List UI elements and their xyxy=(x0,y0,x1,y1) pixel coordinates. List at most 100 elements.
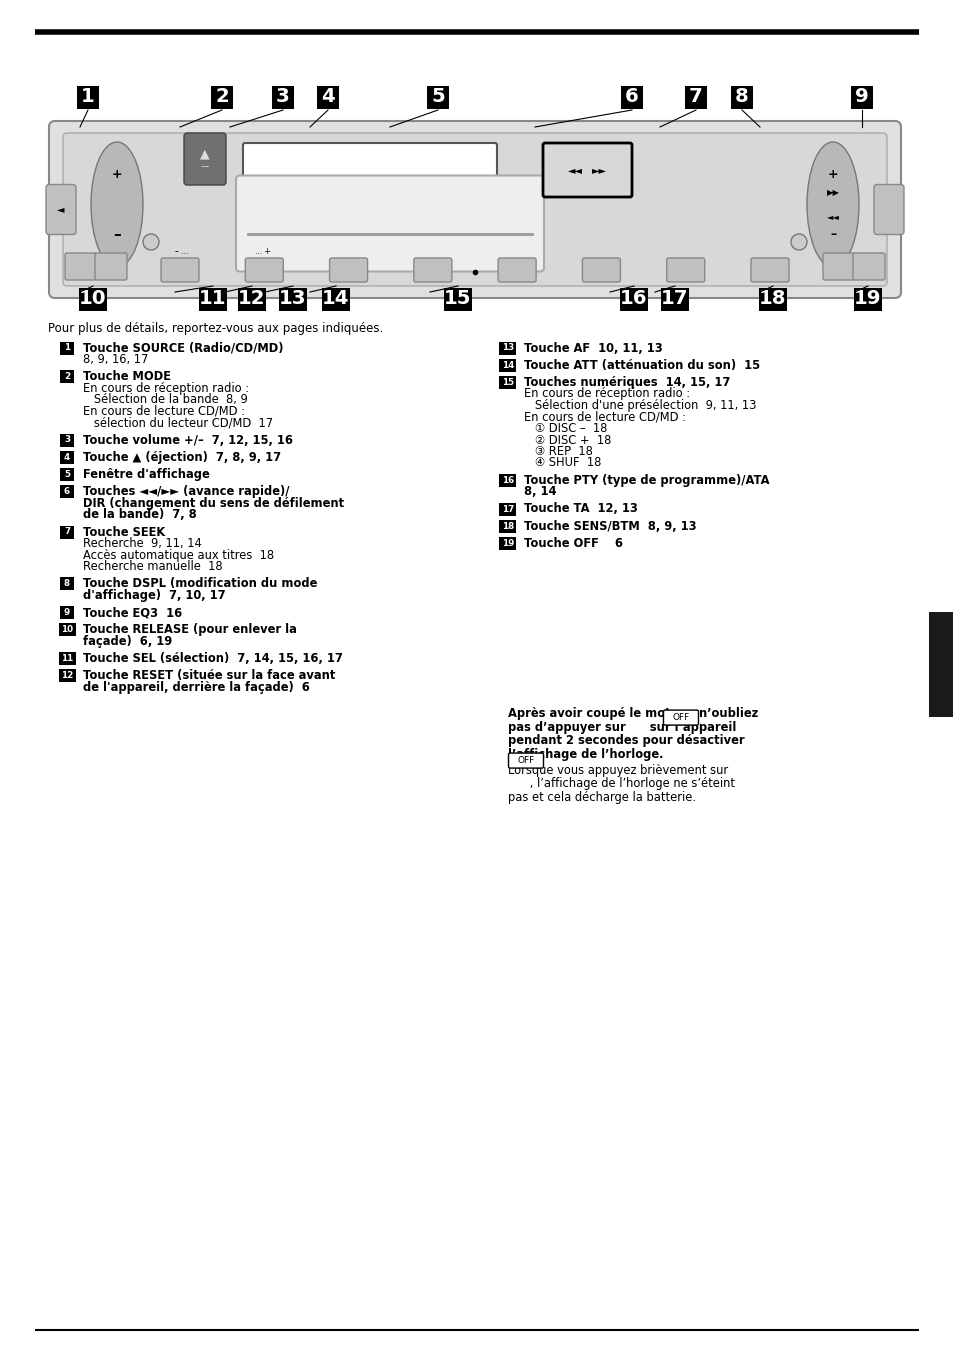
Text: Touche TA  12, 13: Touche TA 12, 13 xyxy=(523,503,638,515)
FancyBboxPatch shape xyxy=(46,184,76,234)
FancyBboxPatch shape xyxy=(58,652,75,665)
Text: ... +: ... + xyxy=(254,247,271,257)
Text: 13: 13 xyxy=(501,343,514,353)
Text: ▶▶: ▶▶ xyxy=(825,188,839,197)
FancyBboxPatch shape xyxy=(95,253,127,280)
Text: 12: 12 xyxy=(61,671,73,680)
Text: 11: 11 xyxy=(61,654,73,662)
FancyBboxPatch shape xyxy=(542,143,631,197)
Text: En cours de réception radio :: En cours de réception radio : xyxy=(83,381,249,395)
FancyBboxPatch shape xyxy=(49,120,900,297)
Text: Touche ▲ (éjection)  7, 8, 9, 17: Touche ▲ (éjection) 7, 8, 9, 17 xyxy=(83,450,281,464)
FancyBboxPatch shape xyxy=(853,288,881,311)
Text: Touche SEL (sélection)  7, 14, 15, 16, 17: Touche SEL (sélection) 7, 14, 15, 16, 17 xyxy=(83,652,342,665)
Text: 13: 13 xyxy=(279,289,307,308)
Text: Touche EQ3  16: Touche EQ3 16 xyxy=(83,606,182,619)
FancyBboxPatch shape xyxy=(316,85,338,108)
Bar xyxy=(928,612,953,717)
Text: En cours de réception radio :: En cours de réception radio : xyxy=(523,388,689,400)
Text: Touche ATT (atténuation du son)  15: Touche ATT (atténuation du son) 15 xyxy=(523,358,760,372)
Text: pas et cela décharge la batterie.: pas et cela décharge la batterie. xyxy=(507,791,696,803)
Text: 19: 19 xyxy=(501,539,514,548)
Text: Sélection de la bande  8, 9: Sélection de la bande 8, 9 xyxy=(83,393,248,406)
Text: ① DISC –  18: ① DISC – 18 xyxy=(523,422,607,435)
FancyBboxPatch shape xyxy=(499,342,516,354)
Text: de l'appareil, derrière la façade)  6: de l'appareil, derrière la façade) 6 xyxy=(83,681,310,694)
Text: Touche AF  10, 11, 13: Touche AF 10, 11, 13 xyxy=(523,342,662,354)
Text: 17: 17 xyxy=(660,289,688,308)
FancyBboxPatch shape xyxy=(60,577,74,591)
Text: Touche SEEK: Touche SEEK xyxy=(83,526,165,538)
Text: 8: 8 xyxy=(64,579,70,588)
FancyBboxPatch shape xyxy=(499,503,516,515)
Ellipse shape xyxy=(806,142,858,266)
FancyBboxPatch shape xyxy=(329,258,367,283)
FancyBboxPatch shape xyxy=(666,258,704,283)
FancyBboxPatch shape xyxy=(60,450,74,464)
Text: 9: 9 xyxy=(854,88,868,107)
Text: Touche MODE: Touche MODE xyxy=(83,370,171,383)
Text: Accès automatique aux titres  18: Accès automatique aux titres 18 xyxy=(83,549,274,561)
FancyBboxPatch shape xyxy=(199,288,227,311)
Text: ◄: ◄ xyxy=(57,204,65,215)
FancyBboxPatch shape xyxy=(499,358,516,372)
Text: Touche RELEASE (pour enlever la: Touche RELEASE (pour enlever la xyxy=(83,623,296,637)
Text: Touche SENS/BTM  8, 9, 13: Touche SENS/BTM 8, 9, 13 xyxy=(523,519,696,533)
Text: 10: 10 xyxy=(61,625,73,634)
Text: OFF: OFF xyxy=(672,713,689,722)
Text: 8, 14: 8, 14 xyxy=(523,485,556,499)
Text: 6: 6 xyxy=(624,88,639,107)
Text: ◄◄: ◄◄ xyxy=(567,165,582,174)
Text: 2: 2 xyxy=(64,372,70,381)
Text: DIR (changement du sens de défilement: DIR (changement du sens de défilement xyxy=(83,496,344,510)
Text: 5: 5 xyxy=(431,88,444,107)
FancyBboxPatch shape xyxy=(235,176,543,272)
FancyBboxPatch shape xyxy=(279,288,307,311)
Text: – ...: – ... xyxy=(174,247,188,257)
Ellipse shape xyxy=(91,142,143,266)
FancyBboxPatch shape xyxy=(444,288,472,311)
Text: 1: 1 xyxy=(81,88,94,107)
Text: façade)  6, 19: façade) 6, 19 xyxy=(83,634,172,648)
Text: Touche DSPL (modification du mode: Touche DSPL (modification du mode xyxy=(83,577,317,591)
Text: 8: 8 xyxy=(735,88,748,107)
Circle shape xyxy=(143,234,159,250)
Text: 17: 17 xyxy=(501,504,514,514)
FancyBboxPatch shape xyxy=(65,253,97,280)
Text: 3: 3 xyxy=(64,435,70,445)
Text: OFF: OFF xyxy=(517,756,534,765)
Text: pas d’appuyer sur      sur l’appareil: pas d’appuyer sur sur l’appareil xyxy=(507,721,736,734)
Text: pendant 2 secondes pour désactiver: pendant 2 secondes pour désactiver xyxy=(507,734,744,748)
Text: 14: 14 xyxy=(501,361,514,369)
Text: ▲: ▲ xyxy=(200,147,210,161)
Text: Touche OFF    6: Touche OFF 6 xyxy=(523,537,622,550)
Text: ◄◄: ◄◄ xyxy=(825,212,839,220)
FancyBboxPatch shape xyxy=(161,258,199,283)
Text: 3: 3 xyxy=(275,88,290,107)
FancyBboxPatch shape xyxy=(77,85,99,108)
Text: Lorsque vous appuyez brièvement sur: Lorsque vous appuyez brièvement sur xyxy=(507,764,727,776)
Text: 11: 11 xyxy=(199,289,227,308)
Text: 18: 18 xyxy=(501,522,514,531)
FancyBboxPatch shape xyxy=(272,85,294,108)
Text: –: – xyxy=(113,227,121,242)
FancyBboxPatch shape xyxy=(660,288,688,311)
FancyBboxPatch shape xyxy=(58,623,75,637)
FancyBboxPatch shape xyxy=(245,258,283,283)
Text: 9: 9 xyxy=(64,608,70,617)
Text: 1: 1 xyxy=(64,343,70,353)
Text: Touche RESET (située sur la face avant: Touche RESET (située sur la face avant xyxy=(83,669,335,683)
Text: +: + xyxy=(112,168,122,181)
Text: 19: 19 xyxy=(853,289,881,308)
Text: +: + xyxy=(827,168,838,181)
Text: 2: 2 xyxy=(214,88,229,107)
FancyBboxPatch shape xyxy=(730,85,752,108)
Text: –: – xyxy=(829,228,835,241)
Text: l’affichage de l’horloge.: l’affichage de l’horloge. xyxy=(507,748,662,761)
FancyBboxPatch shape xyxy=(238,288,266,311)
FancyBboxPatch shape xyxy=(508,753,543,768)
FancyBboxPatch shape xyxy=(427,85,449,108)
Text: En cours de lecture CD/MD :: En cours de lecture CD/MD : xyxy=(523,411,685,423)
Text: 15: 15 xyxy=(444,289,471,308)
FancyBboxPatch shape xyxy=(620,85,642,108)
